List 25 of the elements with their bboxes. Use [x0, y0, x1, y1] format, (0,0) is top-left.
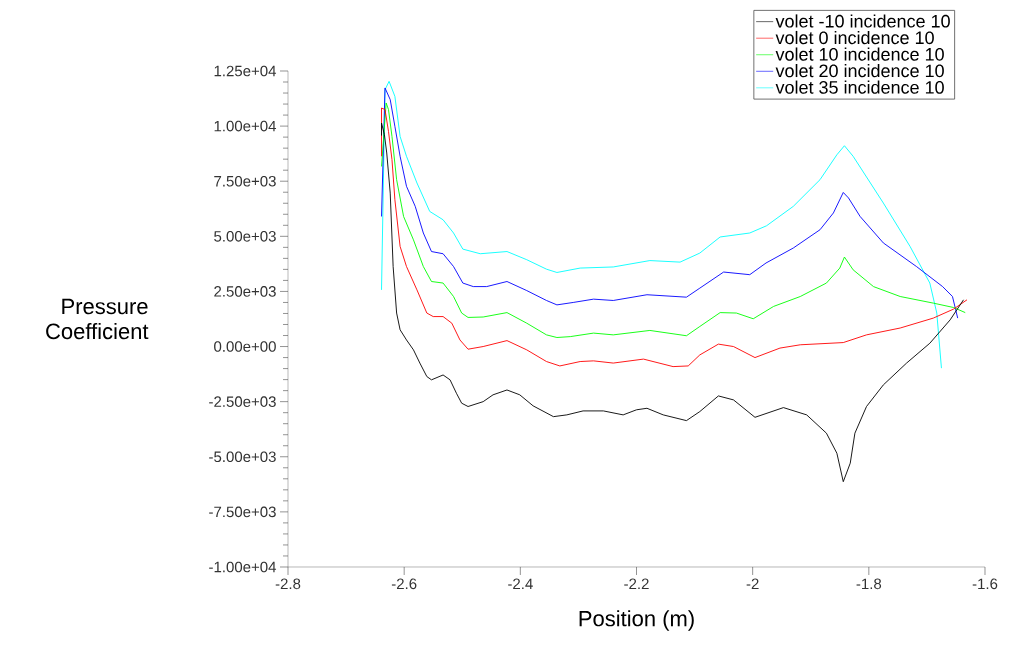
y-tick-label: -7.50e+03: [209, 506, 276, 518]
x-tick-label: -2.8: [275, 578, 301, 590]
x-tick-label: -2.2: [624, 578, 649, 589]
legend-label: volet -10 incidence 10: [775, 14, 950, 28]
x-tick-label: -1.6: [972, 578, 998, 590]
x-tick-label: -1.8: [856, 578, 882, 590]
x-tick-label: -2: [746, 578, 759, 589]
y-axis-title: Pressure Coefficient: [46, 298, 149, 340]
x-tick-label: -2.4: [508, 578, 533, 589]
legend-label: volet 10 incidence 10: [775, 47, 944, 61]
y-tick-label: 5.00e+03: [214, 231, 276, 242]
legend-label: volet 20 incidence 10: [775, 64, 944, 78]
line-series: [381, 122, 964, 483]
x-axis-title: Position (m): [579, 610, 694, 631]
legend-label: volet 0 incidence 10: [775, 30, 934, 45]
y-tick-label: -2.50e+03: [209, 396, 276, 407]
x-tick-label: -2.6: [391, 578, 417, 590]
y-tick-label: -5.00e+03: [209, 451, 276, 463]
y-tick-label: 1.00e+04: [214, 120, 277, 132]
y-tick-label: 2.50e+03: [214, 286, 276, 297]
y-tick-label: 0.00e+00: [214, 341, 276, 352]
y-tick-label: 1.25e+04: [214, 65, 277, 77]
y-tick-label: -1.00e+04: [209, 561, 277, 573]
y-tick-label: 7.50e+03: [214, 175, 276, 187]
legend-label: volet 35 incidence 10: [775, 80, 944, 94]
